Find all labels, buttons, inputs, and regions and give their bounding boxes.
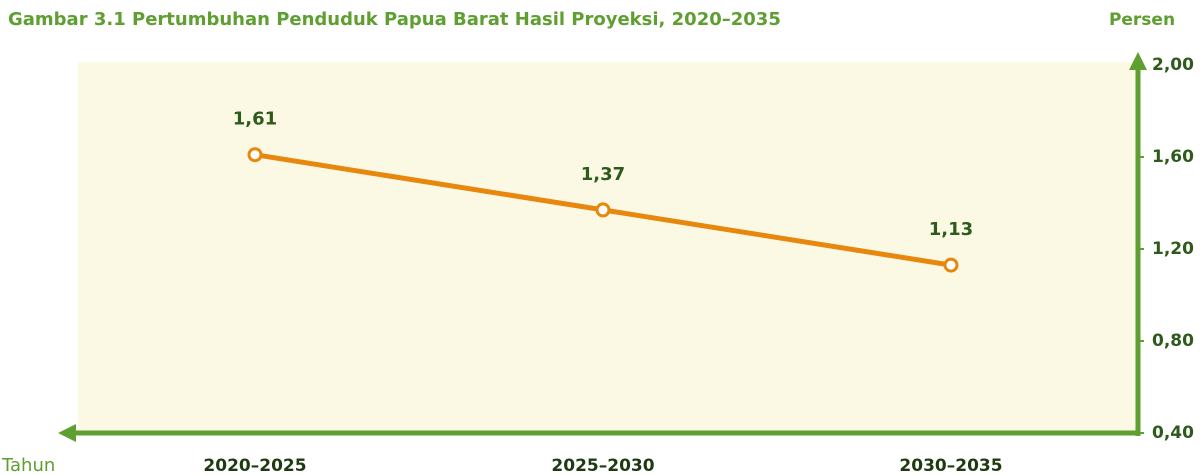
y-tick-label: 0,80 [1152,331,1194,351]
point [595,202,611,218]
x-tick-label: 2020–2025 [203,456,306,475]
y-axis-label: Persen [1109,10,1175,30]
data-label: 1,37 [581,164,625,185]
y-tick-label: 0,40 [1152,423,1194,443]
y-tick-label: 1,60 [1152,147,1194,167]
x-tick-label: 2030–2035 [899,456,1002,475]
data-label: 1,13 [929,219,973,240]
point [943,257,959,273]
point [247,147,263,163]
y-tick-label: 1,20 [1152,239,1194,259]
plot-background [78,62,1137,433]
data-label: 1,61 [233,109,277,130]
y-axis-arrow [1129,52,1147,70]
chart-title: Gambar 3.1 Pertumbuhan Penduduk Papua Ba… [8,9,781,30]
x-axis-arrow [58,424,76,442]
x-axis-label: Tahun [1,455,55,475]
x-tick-label: 2025–2030 [551,456,654,475]
y-tick-label: 2,00 [1152,55,1194,75]
